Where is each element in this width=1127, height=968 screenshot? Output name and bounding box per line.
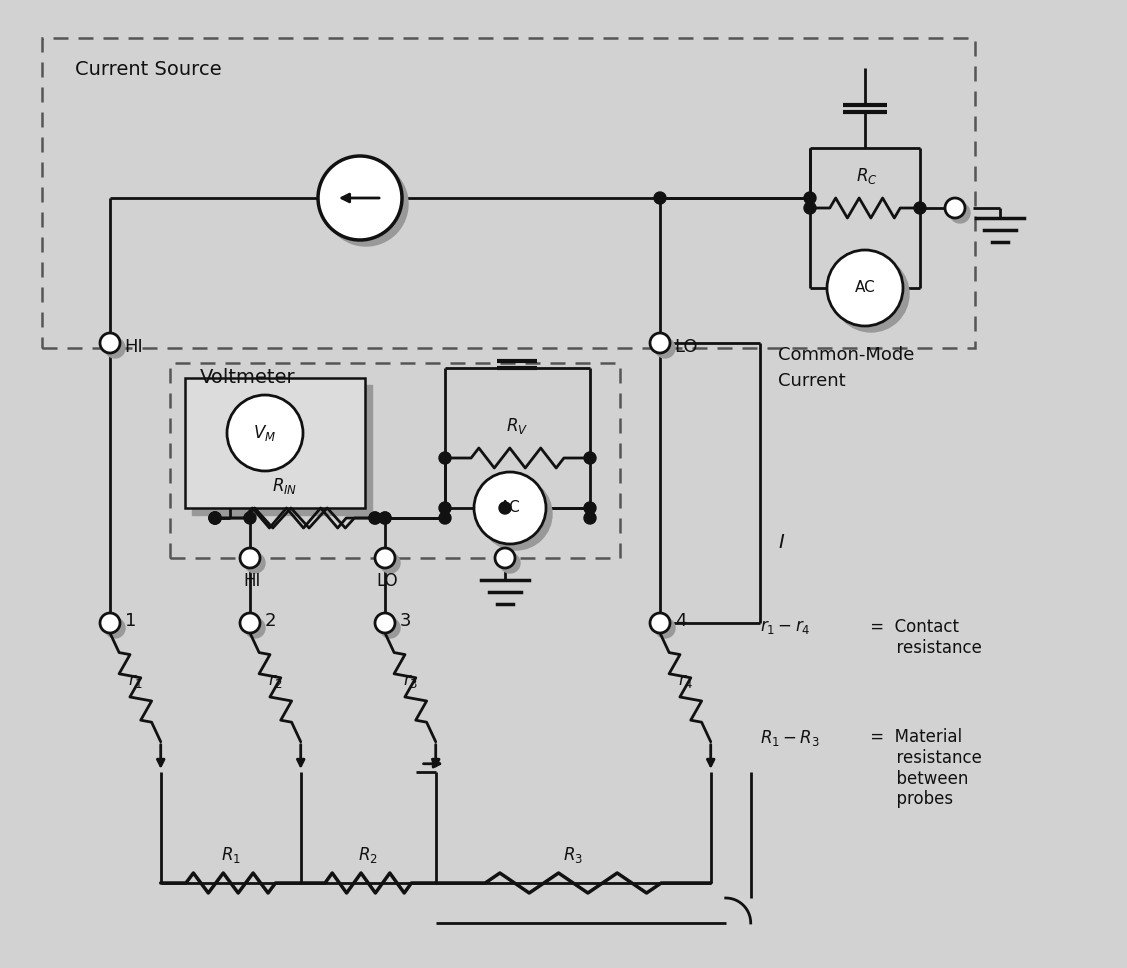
Circle shape [100,333,119,353]
Circle shape [375,613,394,633]
Circle shape [804,202,816,214]
Bar [42,38,975,348]
Text: =  Material
      resistance
      between
      probes: = Material resistance between probes [866,728,982,808]
Text: AC: AC [499,500,521,516]
Circle shape [474,472,545,544]
Text: I: I [778,533,783,553]
Text: Common-Mode
Current: Common-Mode Current [778,347,914,389]
Circle shape [105,338,125,358]
Circle shape [240,613,260,633]
Circle shape [946,198,965,218]
FancyBboxPatch shape [192,385,372,515]
Text: $R_2$: $R_2$ [358,845,379,865]
Text: HI: HI [243,572,260,590]
Circle shape [318,156,402,240]
Circle shape [584,512,596,524]
Circle shape [208,512,221,524]
Circle shape [380,618,400,638]
Circle shape [245,618,265,638]
Circle shape [245,553,265,573]
Text: 4: 4 [675,612,686,630]
Text: 3: 3 [400,612,411,630]
Bar [170,363,620,558]
Circle shape [480,478,552,550]
Text: $r_3$: $r_3$ [403,672,418,690]
Text: $R_V$: $R_V$ [506,416,529,436]
Circle shape [440,512,451,524]
Circle shape [375,548,394,568]
Circle shape [208,512,221,524]
Text: Current Source: Current Source [76,60,222,79]
Circle shape [914,202,926,214]
Text: $r_1$: $r_1$ [128,672,143,690]
Circle shape [650,613,669,633]
Circle shape [245,512,256,524]
Circle shape [950,203,970,223]
Circle shape [208,512,221,524]
Circle shape [833,256,909,332]
Circle shape [655,338,675,358]
Text: Voltmeter: Voltmeter [199,368,295,387]
Circle shape [495,548,515,568]
Text: $R_{IN}$: $R_{IN}$ [273,476,298,496]
Text: 2: 2 [265,612,276,630]
Circle shape [500,553,520,573]
Text: $R_1 - R_3$: $R_1 - R_3$ [760,728,820,748]
Circle shape [440,452,451,464]
Circle shape [827,250,903,326]
FancyBboxPatch shape [185,378,365,508]
Circle shape [369,512,381,524]
Text: $R_C$: $R_C$ [857,166,878,186]
Text: LO: LO [376,572,398,590]
Circle shape [227,395,303,471]
Text: $V_M$: $V_M$ [254,423,276,443]
Circle shape [655,618,675,638]
Circle shape [804,192,816,204]
Circle shape [499,502,511,514]
Circle shape [650,333,669,353]
Text: AC: AC [854,281,876,295]
Text: $R_1$: $R_1$ [221,845,241,865]
Circle shape [654,192,666,204]
Circle shape [369,512,381,524]
Text: $r_2$: $r_2$ [268,672,283,690]
Circle shape [379,512,391,524]
Circle shape [240,548,260,568]
Circle shape [379,512,391,524]
Circle shape [584,452,596,464]
Circle shape [100,613,119,633]
Circle shape [105,618,125,638]
Text: =  Contact
      resistance: = Contact resistance [866,618,982,657]
Text: LO: LO [674,338,698,356]
Circle shape [440,502,451,514]
Text: 1: 1 [125,612,136,630]
Text: HI: HI [124,338,143,356]
Text: $r_4$: $r_4$ [678,672,693,690]
Text: $r_1 - r_4$: $r_1 - r_4$ [760,618,810,636]
Text: $R_3$: $R_3$ [564,845,584,865]
Circle shape [380,553,400,573]
Circle shape [584,502,596,514]
Circle shape [323,162,408,246]
